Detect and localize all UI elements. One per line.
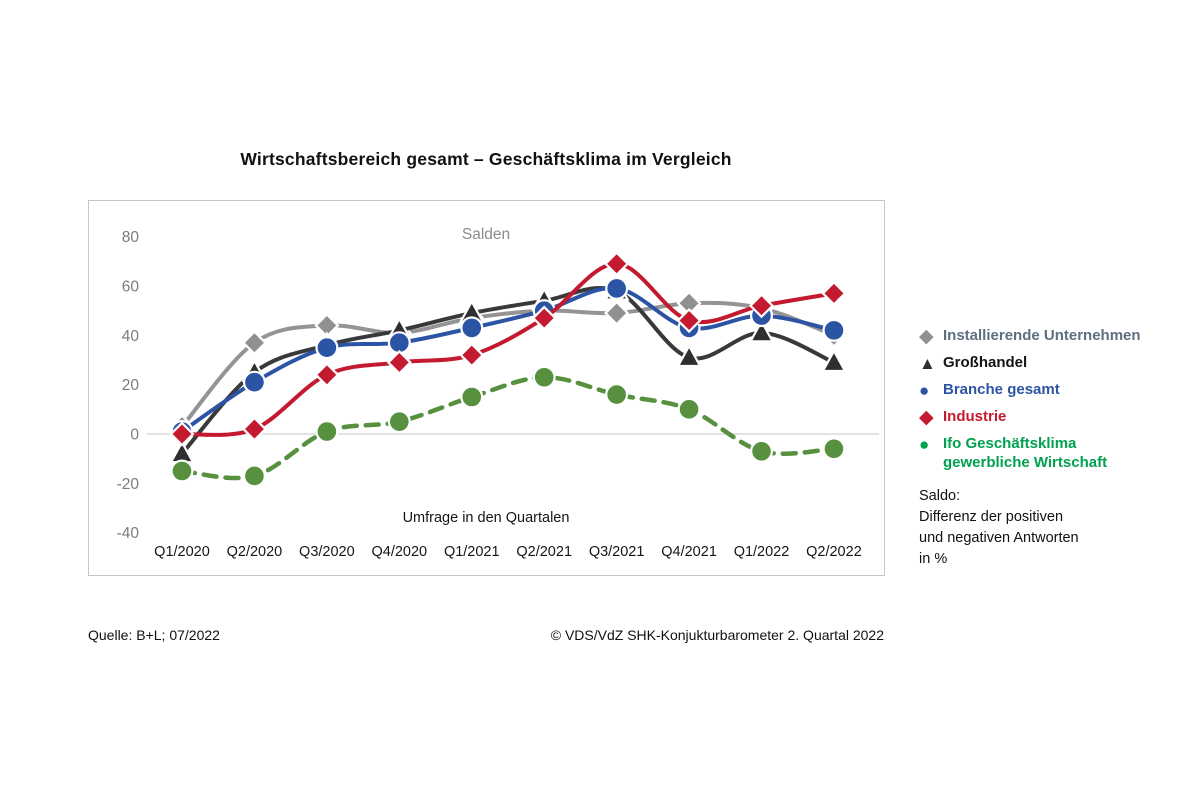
- legend-label-industrie: Industrie: [943, 408, 1007, 425]
- chart-title: Wirtschaftsbereich gesamt – Geschäftskli…: [240, 149, 732, 169]
- legend-label-branche-gesamt: Branche gesamt: [943, 381, 1060, 398]
- svg-text:Q1/2020: Q1/2020: [154, 544, 210, 560]
- svg-text:-40: -40: [117, 525, 140, 542]
- svg-text:Q1/2021: Q1/2021: [444, 544, 500, 560]
- diamond-icon: ◆: [919, 326, 934, 347]
- legend-label-grosshandel: Großhandel: [943, 354, 1028, 371]
- svg-text:Q2/2022: Q2/2022: [806, 544, 862, 560]
- svg-text:0: 0: [130, 427, 139, 444]
- diamond-icon: ◆: [919, 407, 934, 428]
- legend-item-industrie: ◆ Industrie: [919, 408, 1194, 427]
- legend-item-ifo-geschaeftsklima: ● Ifo Geschäftsklima gewerbliche Wirtscha…: [919, 435, 1194, 472]
- series-ifo-geschaeftsklima: [170, 365, 846, 488]
- svg-text:Q4/2020: Q4/2020: [371, 544, 427, 560]
- circle-icon: ●: [919, 435, 930, 454]
- svg-text:20: 20: [122, 377, 140, 394]
- svg-text:-20: -20: [117, 476, 140, 493]
- y-tick-labels: 80 60 40 20 0 -20 -40: [117, 229, 140, 542]
- svg-text:40: 40: [122, 328, 140, 345]
- svg-text:Q3/2021: Q3/2021: [589, 544, 645, 560]
- legend: ◆ Installierende Unternehmen ▲ Großhandel ● B…: [919, 327, 1194, 480]
- legend-label-ifo-geschaeftsklima: Ifo Geschäftsklima gewerbliche Wirtschaf…: [943, 435, 1108, 471]
- series-industrie: [169, 251, 847, 447]
- legend-item-branche-gesamt: ● Branche gesamt: [919, 381, 1194, 400]
- x-axis-title: Umfrage in den Quartalen: [403, 510, 570, 526]
- svg-text:Q2/2021: Q2/2021: [516, 544, 572, 560]
- circle-icon: ●: [919, 381, 930, 400]
- legend-item-grosshandel: ▲ Großhandel: [919, 354, 1194, 373]
- triangle-icon: ▲: [919, 354, 936, 373]
- legend-label-installierende-unternehmen: Installierende Unternehmen: [943, 327, 1141, 344]
- svg-text:Q1/2022: Q1/2022: [734, 544, 790, 560]
- svg-text:80: 80: [122, 229, 140, 246]
- copyright-note: © VDS/VdZ SHK-Konjukturbarometer 2. Quar…: [550, 627, 884, 643]
- legend-item-installierende-unternehmen: ◆ Installierende Unternehmen: [919, 327, 1194, 346]
- series-installierende-unternehmen: [169, 290, 847, 440]
- source-note: Quelle: B+L; 07/2022: [88, 627, 220, 643]
- chart-svg: 80 60 40 20 0 -20 -40 Salden Umfrage in den Quar…: [117, 226, 879, 560]
- svg-text:Q4/2021: Q4/2021: [661, 544, 717, 560]
- svg-text:60: 60: [122, 278, 140, 295]
- svg-text:Q3/2020: Q3/2020: [299, 544, 355, 560]
- chart-area: 80 60 40 20 0 -20 -40 Salden Umfrage in den Quar…: [88, 200, 885, 576]
- svg-text:Q2/2020: Q2/2020: [227, 544, 283, 560]
- salden-label: Salden: [462, 226, 510, 243]
- saldo-note: Saldo: Differenz der positiven und negat…: [919, 488, 1079, 567]
- x-tick-labels: Q1/2020 Q2/2020 Q3/2020 Q4/2020 Q1/2021 Q2/20…: [154, 544, 862, 560]
